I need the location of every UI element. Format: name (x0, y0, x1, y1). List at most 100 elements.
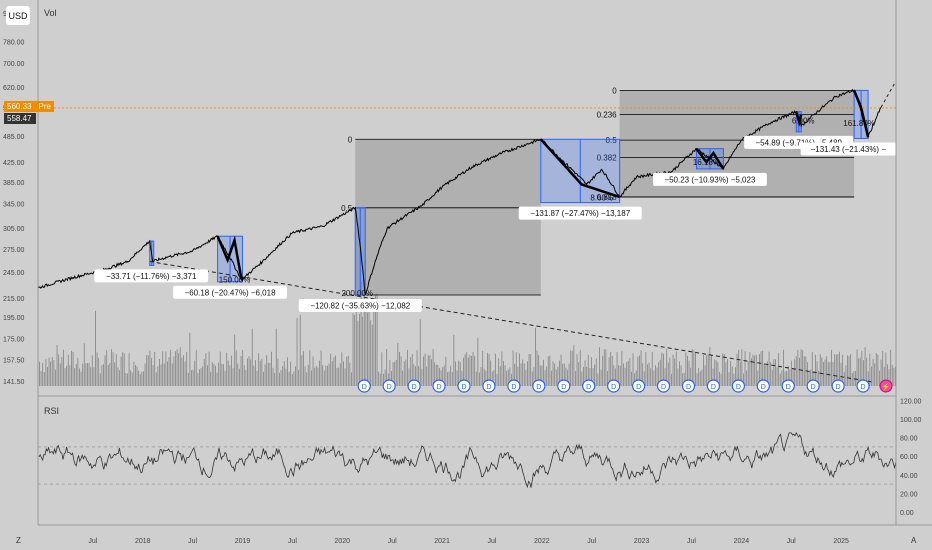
volume-bar (653, 370, 655, 386)
volume-bar (399, 351, 400, 386)
volume-bar (607, 371, 608, 386)
price-line (37, 88, 882, 296)
dividend-label: D (412, 384, 417, 391)
volume-bar (402, 370, 404, 386)
volume-bar (599, 347, 600, 386)
dividend-markers[interactable]: D D D D D D D D D D D D D D D D D D D D D ⚡ (357, 379, 893, 393)
volume-bar (810, 369, 812, 386)
price-tick-label: 195.00 (3, 315, 25, 322)
volume-bar (843, 371, 845, 386)
time-tick-label: 2020 (335, 538, 351, 545)
volume-bar (451, 372, 453, 386)
measure-label-box (173, 285, 287, 299)
volume-bar (85, 363, 87, 386)
dividend-marker[interactable] (806, 379, 820, 393)
dividend-marker[interactable] (432, 379, 446, 393)
dividend-marker[interactable] (631, 379, 646, 393)
fib-1-level-label: 0 (348, 135, 353, 144)
dividend-marker[interactable] (532, 379, 546, 393)
volume-bar (139, 373, 141, 386)
dividend-marker[interactable] (681, 379, 696, 393)
fib-extension-label: 200.00% (341, 289, 373, 298)
volume-bar (733, 373, 735, 386)
volume-bar (519, 353, 520, 386)
zigzag-pattern (539, 138, 620, 199)
volume-bar (229, 365, 231, 386)
volume-bar (695, 352, 696, 386)
volume-bar (120, 356, 122, 386)
volume-bar (245, 370, 247, 386)
rsi-pane (38, 395, 897, 489)
dividend-marker[interactable] (557, 379, 571, 393)
volume-bar (184, 361, 186, 386)
volume-bar (531, 371, 533, 386)
dividend-marker[interactable] (856, 379, 870, 393)
volume-bar (203, 359, 205, 386)
volume-bar (506, 370, 508, 386)
volume-bar (719, 371, 720, 386)
dividend-marker[interactable] (731, 379, 745, 393)
trendline[interactable] (149, 261, 872, 383)
dividend-marker[interactable] (781, 379, 795, 393)
volume-bar (149, 350, 151, 386)
volume-bar (200, 368, 202, 386)
dividend-marker[interactable] (407, 379, 421, 393)
volume-bar (539, 365, 541, 386)
volume-bar (879, 370, 880, 386)
price-tick-label: 157.50 (3, 358, 25, 365)
volume-bar (675, 351, 677, 386)
volume-bar (223, 364, 224, 386)
dividend-label: D (511, 384, 516, 391)
volume-bar (487, 352, 488, 386)
dividend-marker[interactable] (582, 379, 596, 393)
dividend-marker[interactable] (457, 379, 471, 393)
price-line-group (37, 88, 882, 296)
volume-bar (375, 295, 376, 386)
dividend-marker[interactable] (482, 379, 496, 393)
volume-bar (570, 350, 572, 386)
zigzag-pattern (216, 235, 243, 280)
fib-2-level-label: 0 (612, 86, 617, 95)
volume-bar (691, 349, 693, 386)
dividend-marker[interactable] (656, 379, 671, 393)
volume-bar (226, 352, 228, 386)
volume-bar (322, 365, 324, 386)
volume-bar (496, 373, 498, 386)
volume-bar (115, 354, 117, 386)
volume-bar (122, 352, 124, 386)
volume-bar (144, 363, 146, 386)
volume-bar (616, 352, 618, 386)
volume-bar (211, 361, 213, 386)
zigzag-pattern (695, 147, 725, 170)
timezone-toggle[interactable]: Z (16, 536, 21, 545)
dividend-marker[interactable] (357, 379, 371, 393)
dividend-marker[interactable] (382, 379, 396, 393)
dividend-marker[interactable] (756, 379, 770, 393)
volume-bar (280, 370, 282, 386)
volume-bar (98, 357, 100, 386)
volume-bar (418, 366, 420, 386)
auto-scale-toggle[interactable]: A (911, 536, 917, 545)
volume-bar (763, 363, 765, 386)
price-tick-label: 385.00 (3, 180, 25, 187)
trendline-group[interactable] (149, 80, 897, 383)
volume-bar (154, 351, 156, 386)
split-marker[interactable] (879, 379, 893, 393)
projection-line[interactable] (880, 80, 897, 108)
volume-bar (410, 357, 412, 386)
volume-bar (866, 357, 868, 386)
dividend-marker[interactable] (706, 379, 721, 393)
volume-bar (330, 353, 332, 386)
volume-bar (210, 371, 212, 386)
dividend-marker[interactable] (831, 379, 845, 393)
dividend-marker[interactable] (507, 379, 521, 393)
currency-button[interactable]: USD (6, 6, 30, 25)
volume-bar (400, 356, 402, 386)
volume-bar (483, 368, 485, 386)
volume-bar (794, 359, 796, 386)
volume-bar (408, 368, 410, 386)
volume-bar (74, 368, 76, 386)
volume-bar (367, 312, 368, 386)
dividend-marker[interactable] (607, 379, 621, 393)
